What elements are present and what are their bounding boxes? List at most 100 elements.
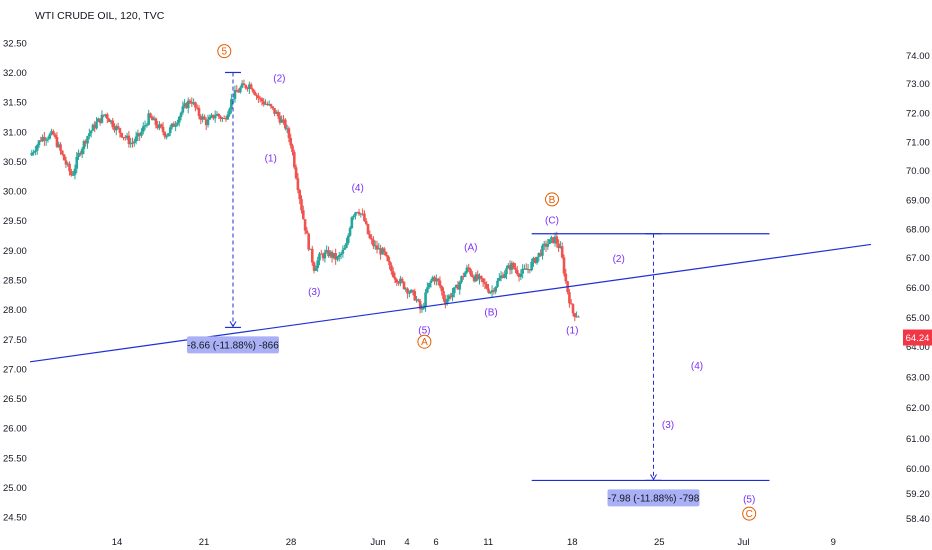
candle-body <box>267 104 271 106</box>
candle-body <box>478 275 481 280</box>
wave-labels-layer: (2) (1) (4) (3) (5) (A) (B) (C) (1) (2) (3) (4) (5) 5… <box>217 44 757 521</box>
wave-label: (5) <box>418 325 430 336</box>
candle-body <box>289 137 293 146</box>
candle-body <box>167 133 170 137</box>
candle-body <box>359 213 363 215</box>
candle-body <box>125 135 129 138</box>
candle-body <box>230 99 233 109</box>
candle-body <box>258 98 262 100</box>
left-axis-tick: 29.00 <box>3 246 27 257</box>
candle-body <box>456 285 460 290</box>
candle-body <box>159 124 163 127</box>
candle-body <box>364 221 368 225</box>
candle-body <box>273 107 276 114</box>
candle-body <box>474 274 478 282</box>
candle-body <box>115 126 118 131</box>
candle-body <box>487 288 490 293</box>
candle-body <box>280 119 284 123</box>
wave-label: (5) <box>743 494 755 505</box>
candle-body <box>150 117 154 121</box>
candle-body <box>147 113 150 125</box>
candle-body <box>341 249 345 254</box>
wave-label: (1) <box>265 153 277 164</box>
candle-body <box>177 116 181 123</box>
candle-body <box>551 237 555 243</box>
candle-body <box>91 124 95 131</box>
candle-body <box>530 262 533 271</box>
candle-body <box>458 282 462 290</box>
candle-body <box>244 85 248 89</box>
candle-body <box>215 113 219 116</box>
candle-body <box>262 101 266 105</box>
candle-body <box>61 150 64 155</box>
candle-body <box>514 267 517 270</box>
left-axis-tick: 27.50 <box>3 335 27 346</box>
candle-body <box>319 253 323 255</box>
candle-body <box>80 149 84 155</box>
candle-body <box>546 243 550 247</box>
right-axis-tick: 69.00 <box>906 195 930 206</box>
candle-body <box>409 290 413 293</box>
candle-body <box>375 245 379 250</box>
candle-body <box>43 136 46 141</box>
candle-body <box>559 246 562 249</box>
candle-body <box>312 262 316 271</box>
candle-body <box>503 274 506 278</box>
candle-body <box>145 124 149 126</box>
measure-label: -8.66 (-11.88%) -866 <box>187 340 279 351</box>
candle-body <box>346 235 350 244</box>
candle-body <box>50 131 53 135</box>
candle-body <box>523 268 526 270</box>
candle-body <box>176 122 179 125</box>
wave-label: (1) <box>566 325 578 336</box>
measure-arrow <box>650 474 657 481</box>
candle-body <box>64 160 68 165</box>
candle-body <box>109 120 113 123</box>
candle-body <box>269 104 273 107</box>
wave-label: (4) <box>352 183 364 194</box>
candle-body <box>132 141 136 143</box>
candle-body <box>249 84 253 90</box>
candle-body <box>373 245 377 247</box>
chart-title: WTI CRUDE OIL, 120, TVC <box>35 10 165 22</box>
candle-body <box>266 103 269 105</box>
candle-body <box>86 136 89 144</box>
left-axis-tick: 32.00 <box>3 68 27 79</box>
left-axis-tick: 26.50 <box>3 394 27 405</box>
measure-label-box <box>187 336 279 354</box>
candle-body <box>424 292 427 307</box>
candle-body <box>52 131 55 135</box>
left-axis-tick: 25.50 <box>3 453 27 464</box>
right-axis-tick: 74.00 <box>906 51 930 62</box>
candle-body <box>129 142 132 145</box>
right-axis-tick: 72.00 <box>906 108 930 119</box>
candle-body <box>397 282 400 284</box>
candle-body <box>41 136 44 142</box>
candle-body <box>82 141 86 150</box>
wave-label: (3) <box>662 420 674 431</box>
candle-body <box>357 212 361 215</box>
candle-body <box>512 262 515 268</box>
candle-body <box>492 290 496 292</box>
candle-body <box>334 253 337 260</box>
left-axis-tick: 25.00 <box>3 483 27 494</box>
candle-body <box>370 238 373 240</box>
candle-body <box>305 230 309 234</box>
candle-body <box>98 118 102 123</box>
candle-body <box>62 154 66 161</box>
right-axis-tick: 73.00 <box>906 79 930 90</box>
candle-body <box>293 152 296 168</box>
candle-body <box>131 142 134 144</box>
candle-body <box>460 276 463 283</box>
candle-body <box>264 103 267 105</box>
candle-body <box>494 286 497 292</box>
candle-body <box>48 134 52 139</box>
candle-body <box>497 278 501 281</box>
candle-body <box>330 251 334 258</box>
candle-body <box>217 113 221 117</box>
wave-label: (C) <box>545 216 559 227</box>
right-axis-tick: 60.00 <box>906 464 930 475</box>
candle-body <box>348 228 352 236</box>
candle-body <box>339 253 343 256</box>
